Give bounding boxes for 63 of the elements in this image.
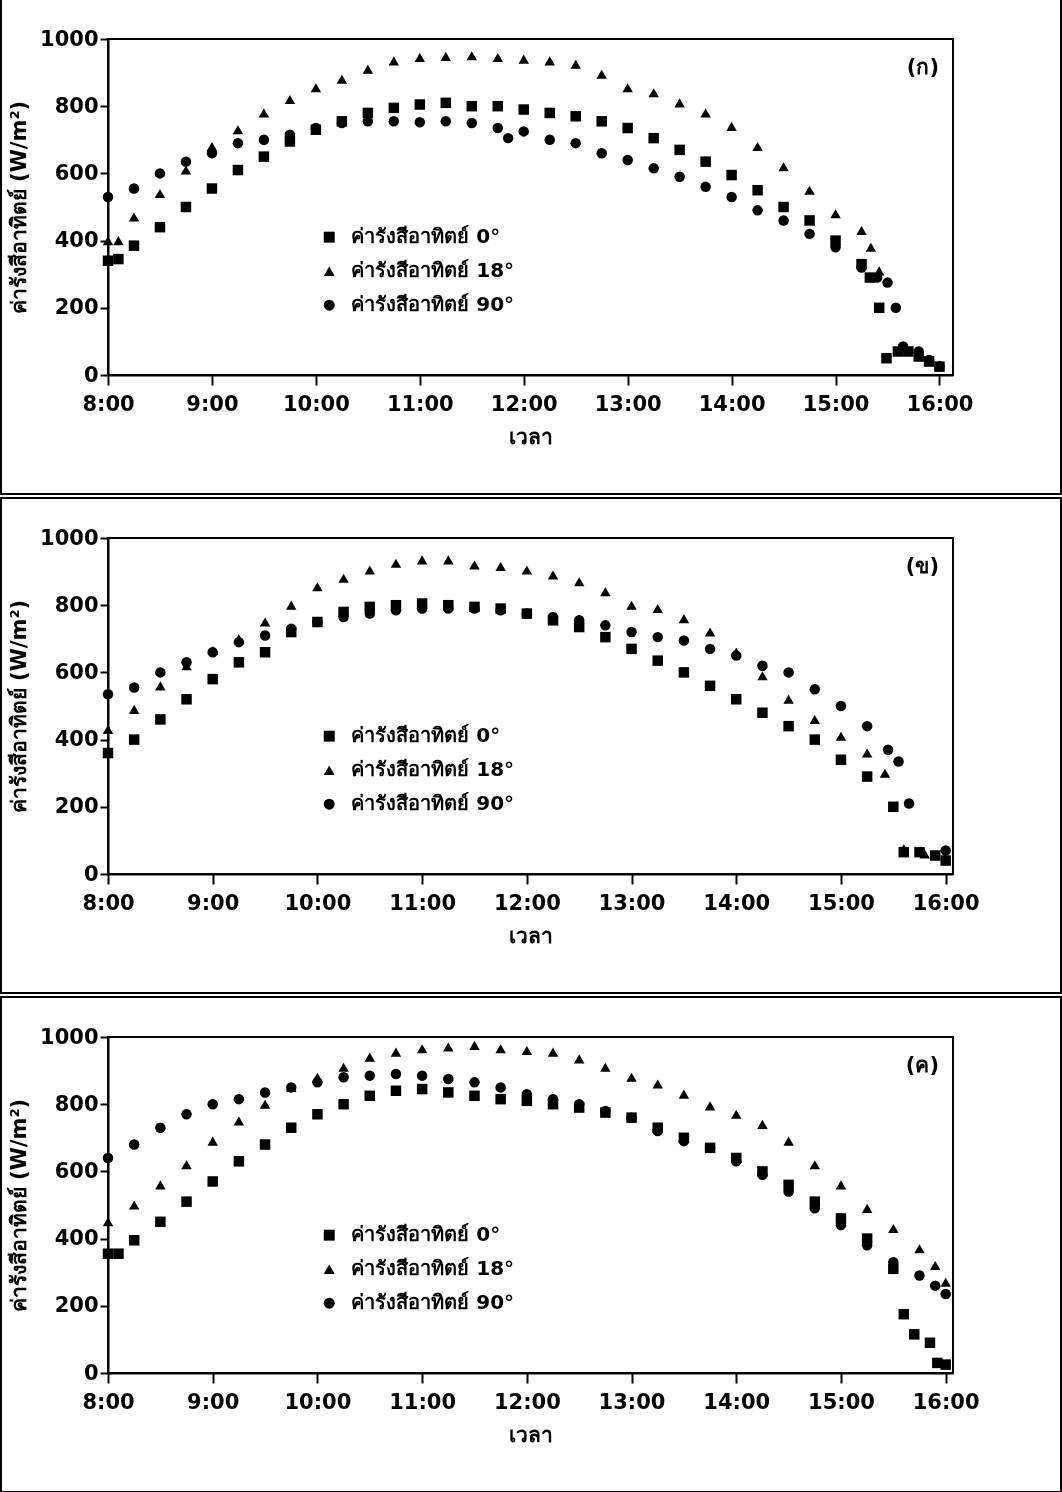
y-tick-label: 200 xyxy=(54,794,99,819)
y-axis-title: ค่ารังสีอาทิตย์ (W/m²) xyxy=(7,599,32,814)
legend-label: ค่ารังสีอาทิตย์ 0° xyxy=(351,723,501,748)
legend-label: ค่ารังสีอาทิตย์ 90° xyxy=(351,1290,515,1315)
x-tick-label: 9:00 xyxy=(187,1389,240,1414)
x-tick-label: 11:00 xyxy=(389,1389,457,1414)
y-tick-label: 1000 xyxy=(40,1024,99,1049)
x-tick-label: 11:00 xyxy=(386,391,454,416)
y-tick-label: 400 xyxy=(54,228,99,253)
x-tick-label: 15:00 xyxy=(808,1389,875,1414)
x-tick-label: 14:00 xyxy=(703,1389,771,1414)
y-tick-label: 800 xyxy=(54,1091,99,1116)
x-axis-title: เวลา xyxy=(509,424,553,449)
legend-label: ค่ารังสีอาทิตย์ 0° xyxy=(351,1222,501,1247)
y-tick-label: 200 xyxy=(54,295,99,320)
x-tick-label: 10:00 xyxy=(282,391,350,416)
y-tick-label: 800 xyxy=(54,93,99,118)
x-tick-label: 9:00 xyxy=(187,890,240,915)
x-tick-label: 8:00 xyxy=(82,1389,135,1414)
legend-label: ค่ารังสีอาทิตย์ 90° xyxy=(351,292,515,317)
x-tick-label: 12:00 xyxy=(493,890,561,915)
annotation: (ก) xyxy=(906,55,939,79)
y-tick-label: 600 xyxy=(54,160,99,185)
y-tick-label: 1000 xyxy=(40,26,99,51)
x-tick-label: 14:00 xyxy=(703,890,771,915)
x-tick-label: 14:00 xyxy=(698,391,766,416)
x-tick-label: 12:00 xyxy=(490,391,558,416)
x-tick-label: 13:00 xyxy=(594,391,662,416)
x-tick-label: 10:00 xyxy=(284,1389,352,1414)
legend-label: ค่ารังสีอาทิตย์ 18° xyxy=(351,1256,515,1281)
y-tick-label: 200 xyxy=(54,1293,99,1318)
y-axis-title: ค่ารังสีอาทิตย์ (W/m²) xyxy=(7,100,32,315)
y-tick-label: 400 xyxy=(54,727,99,752)
x-tick-label: 9:00 xyxy=(186,391,239,416)
x-tick-label: 12:00 xyxy=(493,1389,561,1414)
x-tick-label: 10:00 xyxy=(284,890,352,915)
y-tick-label: 0 xyxy=(83,861,99,886)
x-tick-label: 8:00 xyxy=(82,890,135,915)
legend-label: ค่ารังสีอาทิตย์ 18° xyxy=(351,258,515,283)
y-tick-label: 1000 xyxy=(40,525,99,550)
x-tick-label: 16:00 xyxy=(912,890,980,915)
legend-label: ค่ารังสีอาทิตย์ 90° xyxy=(351,791,515,816)
x-tick-label: 15:00 xyxy=(802,391,870,416)
x-axis-title: เวลา xyxy=(509,1422,553,1447)
x-tick-label: 11:00 xyxy=(389,890,457,915)
y-tick-label: 400 xyxy=(54,1226,99,1251)
annotation: (ข) xyxy=(905,554,939,578)
y-tick-label: 800 xyxy=(54,592,99,617)
y-tick-label: 600 xyxy=(54,1158,99,1183)
x-axis-title: เวลา xyxy=(509,923,553,948)
y-tick-label: 0 xyxy=(83,362,99,387)
x-tick-label: 15:00 xyxy=(808,890,875,915)
legend-label: ค่ารังสีอาทิตย์ 18° xyxy=(351,757,515,782)
y-tick-label: 0 xyxy=(83,1360,99,1385)
x-tick-label: 13:00 xyxy=(598,890,666,915)
x-tick-label: 16:00 xyxy=(912,1389,980,1414)
legend-label: ค่ารังสีอาทิตย์ 0° xyxy=(351,224,501,249)
y-axis-title: ค่ารังสีอาทิตย์ (W/m²) xyxy=(7,1098,32,1313)
annotation: (ค) xyxy=(905,1053,939,1077)
x-tick-label: 13:00 xyxy=(598,1389,666,1414)
y-tick-label: 600 xyxy=(54,659,99,684)
x-tick-label: 16:00 xyxy=(906,391,974,416)
x-tick-label: 8:00 xyxy=(82,391,135,416)
